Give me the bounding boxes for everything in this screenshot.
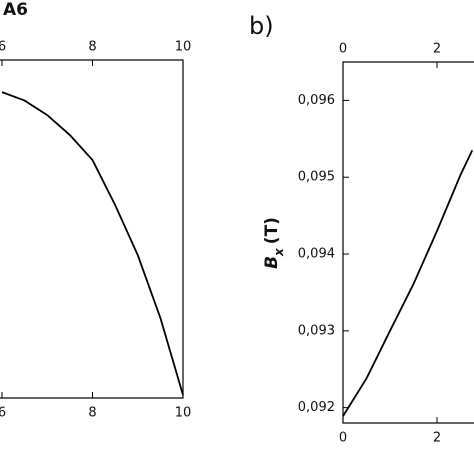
plot-frame (0, 59, 184, 399)
y-label-subscript: x (272, 247, 286, 257)
panel-label: b) (249, 12, 274, 40)
data-line (1, 91, 184, 396)
y-label-symbol: B (262, 256, 282, 269)
x-tick-label-top: 10 (175, 40, 192, 55)
x-tick-label: 8 (88, 406, 96, 421)
y-tick-label: 0,096 (298, 93, 335, 108)
y-axis-label: Bx (T) (262, 217, 286, 269)
panel-title: A6 (3, 0, 28, 20)
y-tick-label: 0,093 (298, 323, 335, 338)
x-tick-label: 0 (339, 431, 347, 446)
x-tick-label-top: 2 (433, 42, 441, 57)
plot-frame (342, 61, 474, 424)
x-tick-label-top: 6 (0, 40, 6, 55)
x-tick-label-top: 8 (88, 40, 96, 55)
x-tick-label: 10 (175, 406, 192, 421)
y-tick-label: 0,094 (298, 247, 335, 262)
x-tick-label: 2 (433, 431, 441, 446)
x-tick-label: 6 (0, 406, 6, 421)
x-tick-label-top: 0 (339, 42, 347, 57)
y-tick-label: 0,092 (298, 400, 335, 415)
data-line (342, 149, 474, 417)
y-label-unit: (T) (262, 217, 282, 244)
y-tick-label: 0,095 (298, 170, 335, 185)
